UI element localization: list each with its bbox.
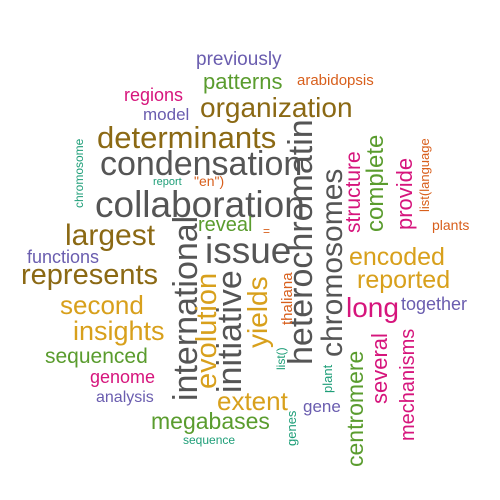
word-together: together xyxy=(401,294,468,314)
word-plant: plant xyxy=(320,364,335,393)
word-yields: yields xyxy=(242,276,273,348)
word-patterns: patterns xyxy=(203,69,283,94)
word-en: "en") xyxy=(194,173,225,189)
word-several: several xyxy=(367,333,392,404)
word-evolution: evolution xyxy=(191,272,223,389)
word-functions: functions xyxy=(27,247,100,267)
word-sequenced: sequenced xyxy=(45,345,148,368)
word-previously: previously xyxy=(196,49,282,70)
word-regions: regions xyxy=(124,85,184,105)
word-issue: issue xyxy=(205,230,292,271)
word-arabidopsis: arabidopsis xyxy=(297,72,374,89)
word-genes: genes xyxy=(284,410,299,446)
word-plants: plants xyxy=(432,217,470,233)
word-genome: genome xyxy=(90,367,156,387)
word-condensation: condensation xyxy=(100,145,303,183)
word-structure: structure xyxy=(342,151,365,233)
word-represents: represents xyxy=(21,259,159,291)
word-second: second xyxy=(60,290,144,320)
word-chromosome: chromosome xyxy=(72,138,86,208)
word-reported: reported xyxy=(357,266,451,294)
word-megabases: megabases xyxy=(151,408,270,434)
word-list-language: list(language xyxy=(417,138,432,212)
word-gene: gene xyxy=(303,397,341,416)
word-insights: insights xyxy=(73,316,165,346)
word-encoded: encoded xyxy=(349,243,445,271)
word-report: report xyxy=(153,176,182,188)
word-model: model xyxy=(143,105,190,124)
word-sequence: sequence xyxy=(183,433,236,447)
word-extent: extent xyxy=(217,386,288,416)
word-thaliana: thaliana xyxy=(279,272,296,325)
word-provide: provide xyxy=(392,157,417,230)
word-determinants: determinants xyxy=(97,120,277,155)
word-organization: organization xyxy=(200,92,353,123)
word-complete: complete xyxy=(362,134,389,232)
word-largest: largest xyxy=(65,219,156,252)
word-collaboration: collaboration xyxy=(95,184,305,225)
word-equals: = xyxy=(263,224,271,238)
word-reveal: reveal xyxy=(198,214,253,236)
word-centromere: centromere xyxy=(342,350,368,467)
word-analysis: analysis xyxy=(96,389,154,406)
word-list-empty: list() xyxy=(274,347,288,370)
word-long: long xyxy=(346,292,399,323)
word-mechanisms: mechanisms xyxy=(397,328,419,441)
